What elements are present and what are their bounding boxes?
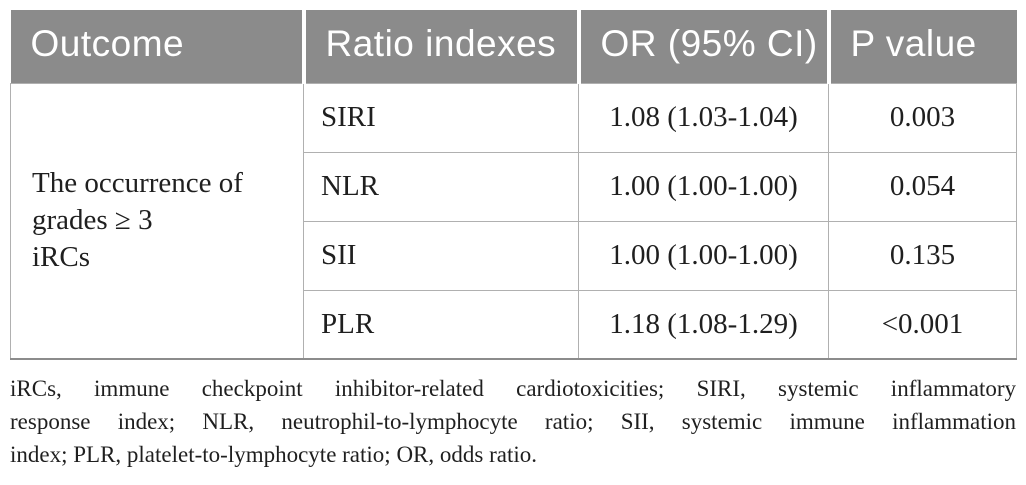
or-ci-cell: 1.00 (1.00-1.00) (578, 220, 829, 291)
outcome-line: iRCs (32, 241, 91, 274)
footnote-line: index; PLR, platelet-to-lymphocyte ratio… (10, 442, 537, 467)
p-value-cell: 0.054 (828, 151, 1017, 222)
table-row: PLR 1.18 (1.08-1.29) <0.001 (11, 289, 1017, 360)
or-ci-cell: 1.00 (1.00-1.00) (578, 151, 829, 222)
table-row: NLR 1.00 (1.00-1.00) 0.054 (11, 151, 1017, 222)
outcome-line: The occurrence of (32, 167, 243, 200)
results-table: Outcome Ratio indexes OR (95% CI) P valu… (10, 10, 1017, 360)
paper-table-figure: Outcome Ratio indexes OR (95% CI) P valu… (10, 10, 1017, 471)
ratio-index-cell: NLR (303, 151, 579, 222)
header-outcome: Outcome (10, 10, 304, 83)
outcome-line: grades ≥ 3 (32, 204, 153, 237)
table-header-row: Outcome Ratio indexes OR (95% CI) P valu… (10, 10, 1017, 83)
table-row: SII 1.00 (1.00-1.00) 0.135 (11, 220, 1017, 291)
ratio-index-cell: SIRI (303, 82, 579, 153)
header-ratio-indexes: Ratio indexes (301, 10, 579, 83)
or-ci-cell: 1.08 (1.03-1.04) (578, 82, 829, 153)
header-or-ci: OR (95% CI) (576, 10, 829, 83)
or-ci-cell: 1.18 (1.08-1.29) (578, 289, 829, 360)
header-p-value: P value (826, 10, 1017, 83)
ratio-index-cell: SII (303, 220, 579, 291)
ratio-index-cell: PLR (303, 289, 579, 360)
footnote-line: response index; NLR, neutrophil-to-lymph… (10, 409, 1016, 434)
table-row: The occurrence of grades ≥ 3 iRCs SIRI 1… (10, 82, 1017, 360)
p-value-cell: 0.003 (828, 82, 1017, 153)
p-value-cell: <0.001 (828, 289, 1017, 360)
outcome-cell: The occurrence of grades ≥ 3 iRCs (10, 82, 304, 360)
footnote-line: iRCs, immune checkpoint inhibitor-relate… (10, 376, 1016, 401)
p-value-cell: 0.135 (828, 220, 1017, 291)
table-footnote: iRCs, immune checkpoint inhibitor-relate… (10, 372, 1016, 471)
